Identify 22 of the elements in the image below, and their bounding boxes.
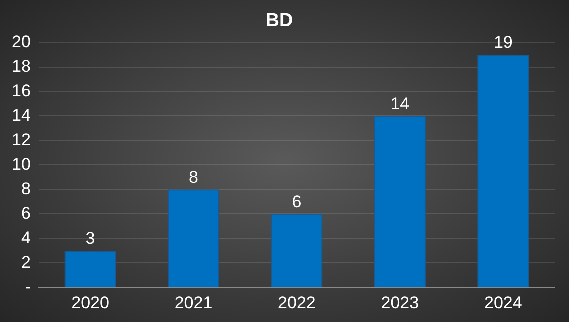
y-tick-label: 18 <box>12 56 31 76</box>
y-tick-label: 10 <box>12 154 31 174</box>
y-tick-label: 2 <box>21 252 31 272</box>
chart-title: BD <box>266 10 294 32</box>
data-label: 8 <box>189 168 198 187</box>
x-tick-label: 2022 <box>278 293 316 312</box>
y-tick-label: 16 <box>12 81 31 100</box>
x-tick-label: 2020 <box>72 293 110 312</box>
x-tick-label: 2024 <box>484 293 522 312</box>
data-label: 3 <box>86 229 96 248</box>
data-label: 19 <box>494 33 513 52</box>
y-tick-label: - <box>25 277 31 296</box>
x-tick-label: 2023 <box>381 293 420 312</box>
data-label: 6 <box>292 192 302 212</box>
y-tick-label: 14 <box>12 106 31 125</box>
y-tick-label: 20 <box>12 32 31 52</box>
y-tick-label: 4 <box>21 228 31 248</box>
data-label: 14 <box>390 94 410 114</box>
y-tick-label: 8 <box>21 179 31 198</box>
y-tick-label: 6 <box>21 204 31 223</box>
x-tick-label: 2021 <box>174 293 213 312</box>
y-tick-label: 12 <box>12 130 31 150</box>
